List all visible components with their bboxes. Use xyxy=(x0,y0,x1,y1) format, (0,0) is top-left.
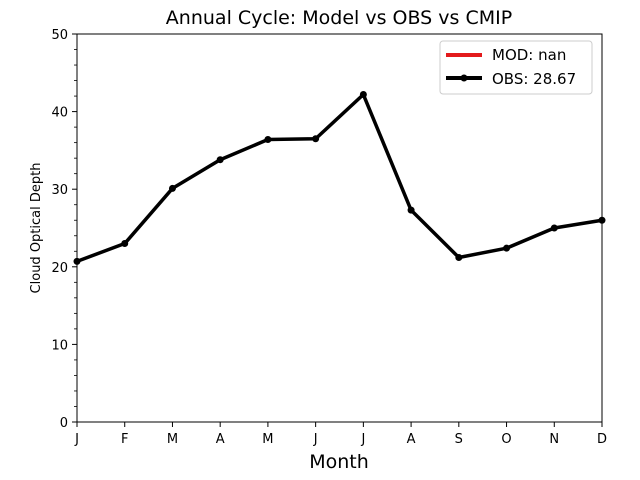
x-tick-label: O xyxy=(501,432,511,447)
legend-mod-label: MOD: nan xyxy=(492,46,566,64)
y-tick-label: 10 xyxy=(51,338,68,353)
y-tick-label: 30 xyxy=(51,183,68,198)
x-tick-label: A xyxy=(216,432,225,447)
data-point-obs xyxy=(312,135,320,143)
data-point-obs xyxy=(168,184,176,192)
y-axis-label: Cloud Optical Depth xyxy=(29,163,44,294)
data-point-obs xyxy=(598,216,606,224)
x-tick-label: J xyxy=(74,432,79,447)
legend: MOD: nan OBS: 28.67 xyxy=(439,40,593,95)
y-tick-label: 40 xyxy=(51,106,68,121)
series-layer xyxy=(73,91,606,265)
legend-obs-marker xyxy=(460,74,468,82)
data-point-obs xyxy=(455,253,463,261)
x-tick-label: D xyxy=(597,432,607,447)
y-tick-label: 0 xyxy=(60,416,68,431)
x-tick-label: N xyxy=(549,432,559,447)
data-point-obs xyxy=(121,240,129,248)
plot-frame xyxy=(76,33,603,423)
data-point-obs xyxy=(73,257,81,265)
x-tick-label: J xyxy=(360,432,365,447)
data-point-obs xyxy=(407,206,415,214)
legend-obs-label: OBS: 28.67 xyxy=(492,70,576,88)
series-line-obs xyxy=(76,92,603,264)
y-axis: 0 10 20 30 40 50 xyxy=(51,28,77,431)
x-tick-label: J xyxy=(313,432,318,447)
data-point-obs xyxy=(550,224,558,232)
x-tick-label: F xyxy=(121,432,128,447)
x-tick-label: M xyxy=(167,432,178,447)
data-point-obs xyxy=(359,91,367,99)
x-axis-label: Month xyxy=(309,451,369,473)
chart-title: Annual Cycle: Model vs OBS vs CMIP xyxy=(166,7,512,29)
data-point-obs xyxy=(503,244,511,252)
data-point-obs xyxy=(264,136,272,144)
x-tick-label: S xyxy=(455,432,463,447)
y-tick-label: 20 xyxy=(51,261,68,276)
y-tick-label: 50 xyxy=(51,28,68,43)
x-tick-label: M xyxy=(262,432,273,447)
x-tick-label: A xyxy=(407,432,416,447)
data-point-obs xyxy=(216,156,224,164)
